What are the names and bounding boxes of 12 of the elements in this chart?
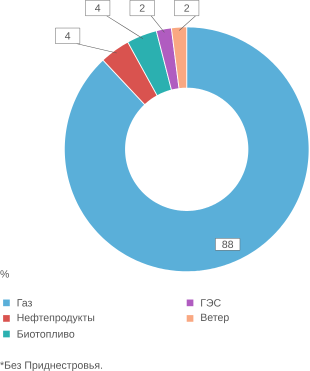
legend-label: Ветер <box>201 314 230 324</box>
data-label: 2 <box>140 4 145 12</box>
legend-label: Газ <box>18 299 32 307</box>
text: *Без Приднестровья. <box>0 362 102 371</box>
legend-label: Биотопливо <box>18 330 75 338</box>
text: % <box>0 270 10 278</box>
data-label: 88 <box>222 240 234 248</box>
data-label: 2 <box>184 4 190 12</box>
legend-label: Нефтепродукты <box>18 314 94 324</box>
data-label: 4 <box>95 4 101 12</box>
legend-label: ГЭС <box>201 299 222 307</box>
data-label: 4 <box>65 32 70 40</box>
